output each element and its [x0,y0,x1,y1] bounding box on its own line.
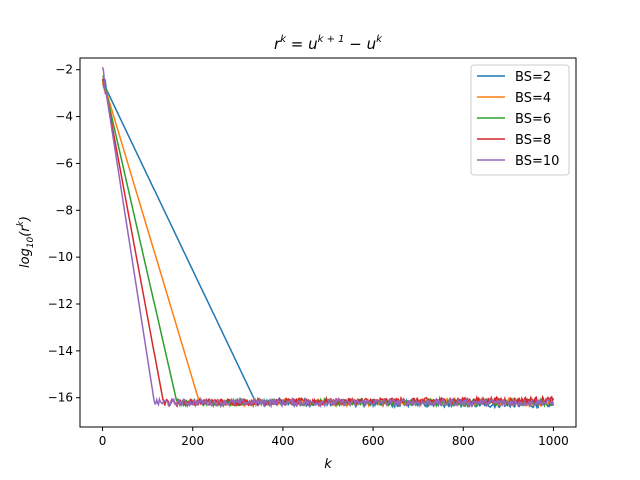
y-tick-label: −16 [48,391,73,405]
y-tick-label: −8 [55,203,73,217]
legend-label: BS=2 [515,70,551,85]
y-axis-label: log10(rk) [16,216,36,268]
x-tick-label: 0 [99,434,107,448]
y-tick-label: −2 [55,63,73,77]
legend-label: BS=10 [515,154,559,169]
legend-box [470,64,570,176]
x-tick-label: 800 [452,434,475,448]
x-tick-label: 600 [362,434,385,448]
legend-label: BS=8 [515,133,551,148]
y-tick-label: −12 [48,297,73,311]
y-tick-label: −10 [48,250,73,264]
plot-lines [101,66,555,410]
x-axis: 0 200 400 600 800 1000 [99,427,569,448]
y-axis: −2 −4 −6 −8 −10 −12 −14 −16 [48,63,80,405]
chart-title: rk = uk + 1 − uk [274,34,383,53]
legend-label: BS=6 [515,112,551,127]
legend-label: BS=4 [515,91,551,106]
y-tick-label: −14 [48,344,73,358]
x-tick-label: 400 [271,434,294,448]
series-line [101,66,554,409]
legend: BS=2 BS=4 BS=6 BS=8 BS=10 [470,64,570,176]
x-axis-label: k [324,457,332,472]
y-tick-label: −4 [55,110,73,124]
x-tick-label: 1000 [538,434,569,448]
y-tick-label: −6 [55,156,73,170]
x-tick-label: 200 [181,434,204,448]
plot-frame [79,57,577,428]
